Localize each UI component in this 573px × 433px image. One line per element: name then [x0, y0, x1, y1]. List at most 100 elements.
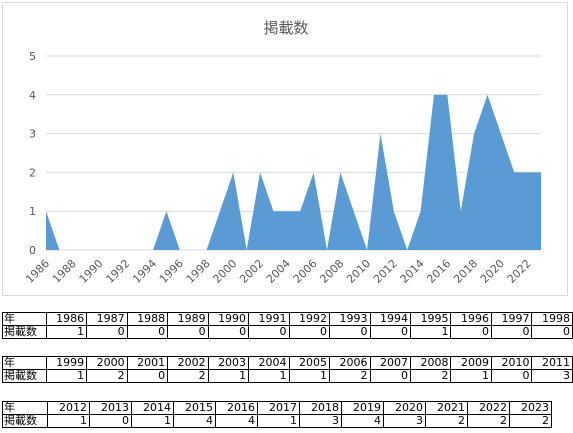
year-cell: 2008 — [409, 356, 452, 370]
count-cell: 1 — [248, 369, 290, 383]
x-tick-label: 2008 — [317, 257, 346, 286]
year-cell: 2016 — [215, 401, 258, 415]
year-cell: 2010 — [490, 356, 533, 370]
count-cell: 3 — [531, 369, 573, 383]
count-cell: 4 — [341, 414, 384, 428]
count-cell: 2 — [167, 369, 209, 383]
year-header: 年 — [2, 312, 47, 326]
x-tick-label: 2014 — [398, 257, 427, 286]
year-cell: 1996 — [450, 312, 492, 326]
year-cell: 2009 — [450, 356, 492, 370]
x-tick-label: 2022 — [505, 257, 534, 286]
count-cell: 1 — [288, 369, 331, 383]
year-cell: 1999 — [45, 356, 88, 370]
data-table-block-1: 年 1986 1987 1988 1989 1990 1991 1992 1993 1994 199… — [2, 312, 573, 339]
count-cell: 0 — [89, 414, 132, 428]
count-cell: 0 — [288, 325, 331, 339]
year-row: 年 2012 2013 2014 2015 2016 2017 2018 2019 2020 202… — [2, 401, 552, 415]
y-tick-label: 0 — [29, 244, 36, 257]
count-header: 掲載数 — [2, 414, 48, 428]
x-tick-label: 1990 — [77, 257, 106, 286]
count-cell: 0 — [86, 325, 128, 339]
year-cell: 1997 — [490, 312, 533, 326]
chart-title: 掲載数 — [263, 19, 308, 37]
count-cell: 1 — [409, 325, 452, 339]
count-cell: 0 — [126, 369, 169, 383]
year-cell: 2001 — [126, 356, 169, 370]
count-cell: 1 — [207, 369, 250, 383]
count-cell: 1 — [131, 414, 174, 428]
chart-container: 掲載数 0 1 2 3 4 5 1986 1988 1990 1992 1994 1996 1998 200… — [2, 2, 568, 296]
x-tick-label: 1992 — [103, 257, 132, 286]
count-cell: 0 — [531, 325, 573, 339]
x-tick-label: 1998 — [184, 257, 213, 286]
year-row: 年 1986 1987 1988 1989 1990 1991 1992 1993 1994 199… — [2, 312, 573, 326]
year-cell: 2000 — [86, 356, 128, 370]
count-row: 掲載数 1 2 0 2 1 1 1 2 0 2 1 0 3 — [2, 369, 573, 383]
year-cell: 1991 — [248, 312, 290, 326]
count-cell: 2 — [425, 414, 468, 428]
count-cell: 3 — [383, 414, 426, 428]
area-chart: 掲載数0123451986198819901992199419961998200… — [23, 19, 542, 286]
year-cell: 2019 — [341, 401, 384, 415]
year-cell: 2022 — [467, 401, 510, 415]
year-cell: 2007 — [369, 356, 412, 370]
count-cell: 2 — [467, 414, 510, 428]
y-tick-label: 5 — [29, 50, 36, 63]
x-tick-label: 2010 — [344, 257, 373, 286]
data-table-block-3: 年 2012 2013 2014 2015 2016 2017 2018 2019 2020 202… — [2, 401, 552, 428]
x-tick-label: 2018 — [451, 257, 480, 286]
count-cell: 1 — [45, 369, 88, 383]
year-row: 年 1999 2000 2001 2002 2003 2004 2005 2006 2007 200… — [2, 356, 573, 370]
year-header: 年 — [2, 401, 48, 415]
y-tick-label: 4 — [29, 89, 36, 102]
count-cell: 0 — [369, 325, 412, 339]
x-tick-label: 1988 — [50, 257, 79, 286]
count-cell: 1 — [45, 325, 88, 339]
count-cell: 3 — [299, 414, 342, 428]
year-cell: 2021 — [425, 401, 468, 415]
count-cell: 2 — [509, 414, 552, 428]
year-cell: 2005 — [288, 356, 331, 370]
x-tick-label: 2012 — [371, 257, 400, 286]
year-cell: 2011 — [531, 356, 573, 370]
year-header: 年 — [2, 356, 47, 370]
count-cell: 0 — [126, 325, 169, 339]
count-cell: 0 — [490, 369, 533, 383]
year-cell: 2006 — [329, 356, 371, 370]
x-tick-label: 2000 — [210, 257, 239, 286]
year-cell: 1987 — [86, 312, 128, 326]
x-tick-label: 2020 — [478, 257, 507, 286]
count-cell: 0 — [167, 325, 209, 339]
year-cell: 2018 — [299, 401, 342, 415]
year-cell: 2012 — [47, 401, 90, 415]
year-cell: 1994 — [369, 312, 412, 326]
x-tick-label: 1994 — [130, 257, 159, 286]
y-tick-label: 3 — [29, 128, 36, 141]
year-cell: 2003 — [207, 356, 250, 370]
year-cell: 2023 — [509, 401, 552, 415]
year-cell: 2017 — [257, 401, 300, 415]
x-tick-label: 2016 — [424, 257, 453, 286]
year-cell: 1989 — [167, 312, 209, 326]
y-tick-label: 2 — [29, 166, 36, 179]
count-cell: 0 — [207, 325, 250, 339]
year-cell: 2002 — [167, 356, 209, 370]
year-cell: 2013 — [89, 401, 132, 415]
year-cell: 1988 — [126, 312, 169, 326]
year-cell: 1990 — [207, 312, 250, 326]
x-tick-label: 1996 — [157, 257, 186, 286]
count-cell: 2 — [329, 369, 371, 383]
area-series — [46, 94, 541, 250]
count-cell: 4 — [173, 414, 216, 428]
year-cell: 2015 — [173, 401, 216, 415]
x-tick-label: 1986 — [23, 257, 52, 286]
y-tick-label: 1 — [29, 205, 36, 218]
count-cell: 0 — [490, 325, 533, 339]
year-cell: 1998 — [531, 312, 573, 326]
year-cell: 1992 — [288, 312, 331, 326]
count-cell: 0 — [450, 325, 492, 339]
year-cell: 1993 — [329, 312, 371, 326]
count-cell: 2 — [409, 369, 452, 383]
count-cell: 1 — [450, 369, 492, 383]
